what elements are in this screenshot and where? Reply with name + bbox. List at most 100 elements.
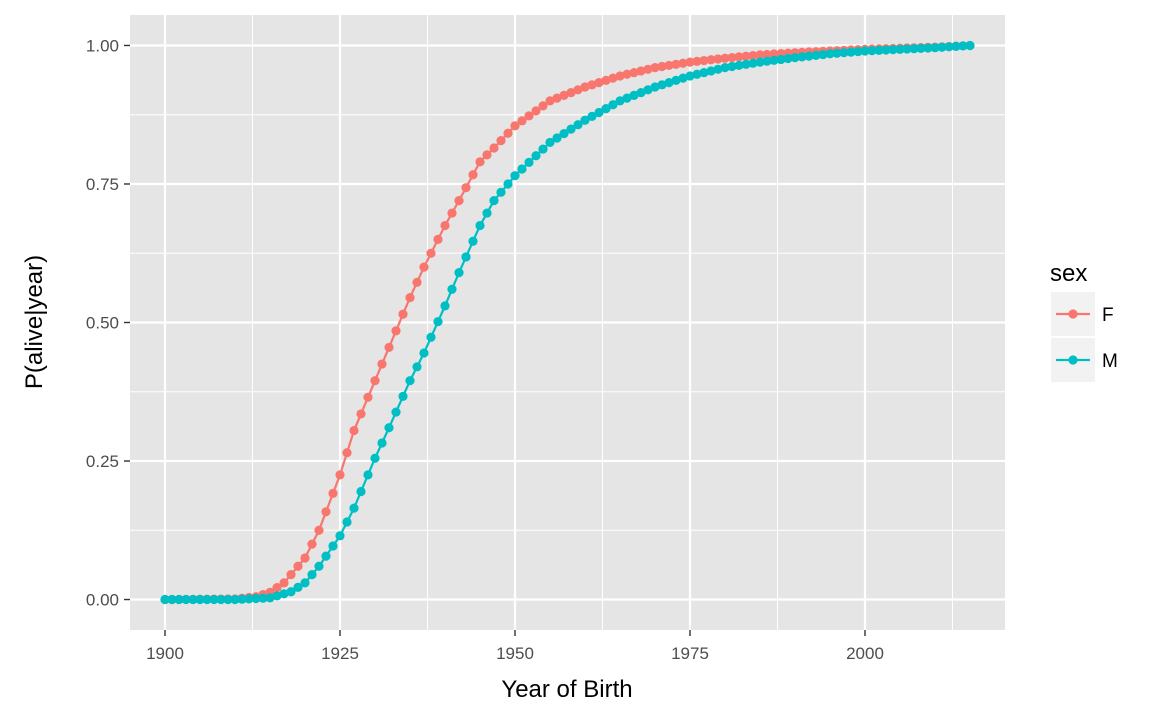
data-point: [433, 316, 443, 327]
data-point: [517, 116, 527, 126]
data-point: [524, 111, 534, 121]
data-point: [853, 46, 863, 57]
data-point: [363, 470, 373, 480]
data-point: [244, 594, 254, 604]
data-point: [587, 111, 597, 121]
data-point: [720, 53, 730, 63]
data-point: [559, 128, 569, 139]
data-point: [377, 438, 387, 448]
data-point: [811, 50, 821, 60]
data-point: [160, 594, 170, 605]
data-point: [531, 151, 541, 161]
legend-label-f: F: [1102, 305, 1114, 326]
data-point: [342, 448, 352, 458]
data-point: [734, 52, 744, 62]
data-point: [545, 137, 555, 148]
data-point: [426, 248, 436, 258]
data-point: [741, 59, 751, 69]
data-point: [615, 71, 625, 81]
data-point: [272, 583, 282, 593]
data-point: [300, 578, 310, 588]
data-point: [510, 171, 520, 181]
data-point: [706, 66, 716, 76]
data-point: [692, 56, 702, 66]
data-point: [699, 55, 709, 66]
data-point: [370, 453, 380, 463]
data-point: [755, 50, 765, 60]
data-point: [461, 183, 471, 193]
data-point: [923, 43, 933, 53]
data-point: [398, 309, 408, 319]
data-point: [363, 392, 373, 402]
data-point: [629, 90, 639, 100]
y-tick-label: 0.50: [86, 314, 119, 333]
data-point: [230, 594, 240, 605]
data-point: [405, 292, 415, 303]
data-point: [594, 107, 604, 118]
data-point: [755, 57, 765, 67]
data-point: [671, 75, 681, 85]
data-point: [573, 85, 583, 95]
axes-layer: 1900 1925 1950 1975 2000 0.00 0.25 0.50 0.75 1.00: [86, 36, 884, 663]
data-point: [454, 196, 464, 206]
legend-key-point: [1068, 309, 1078, 319]
x-tick-label: 1900: [146, 644, 184, 663]
data-point: [496, 135, 506, 146]
data-point: [762, 49, 772, 60]
data-point: [685, 57, 695, 67]
data-point: [412, 277, 422, 287]
data-point: [468, 236, 478, 246]
data-point: [608, 73, 618, 83]
data-point: [937, 42, 947, 52]
data-point: [489, 196, 499, 206]
data-point: [573, 120, 583, 130]
data-point: [328, 488, 338, 498]
data-point: [202, 594, 212, 605]
data-point: [419, 348, 429, 358]
data-point: [335, 531, 345, 541]
data-point: [328, 541, 338, 551]
data-point: [307, 569, 317, 580]
data-point: [293, 582, 303, 592]
data-point: [727, 52, 737, 63]
data-point: [895, 44, 905, 54]
data-point: [356, 409, 366, 419]
data-point: [286, 587, 296, 597]
data-point: [699, 68, 709, 78]
data-point: [804, 51, 814, 61]
data-point: [223, 594, 233, 605]
data-point: [384, 423, 394, 433]
data-point: [475, 157, 485, 167]
data-point: [741, 51, 751, 61]
data-point: [916, 43, 926, 53]
data-point: [846, 47, 856, 57]
data-point: [503, 128, 513, 138]
data-point: [468, 170, 478, 180]
data-point: [391, 326, 401, 336]
data-point: [475, 220, 485, 231]
data-point: [517, 164, 527, 174]
data-point: [286, 569, 296, 580]
x-tick-label: 1950: [496, 644, 534, 663]
legend-title: sex: [1050, 260, 1087, 287]
data-point: [482, 150, 492, 160]
data-point: [580, 82, 590, 92]
data-point: [559, 90, 569, 100]
y-tick-label: 1.00: [86, 36, 119, 55]
data-point: [797, 52, 807, 62]
data-point: [909, 44, 919, 54]
x-tick-label: 1925: [321, 644, 359, 663]
data-point: [706, 55, 716, 65]
data-point: [951, 41, 961, 51]
data-point: [440, 220, 450, 231]
data-point: [545, 96, 555, 106]
data-point: [776, 54, 786, 65]
data-point: [335, 470, 345, 480]
data-point: [566, 124, 576, 134]
y-tick-label: 0.00: [86, 591, 119, 610]
legend-keys: [1056, 309, 1090, 365]
data-point: [685, 71, 695, 81]
x-tick-label: 2000: [846, 644, 884, 663]
data-point: [538, 101, 548, 111]
data-point: [461, 252, 471, 262]
